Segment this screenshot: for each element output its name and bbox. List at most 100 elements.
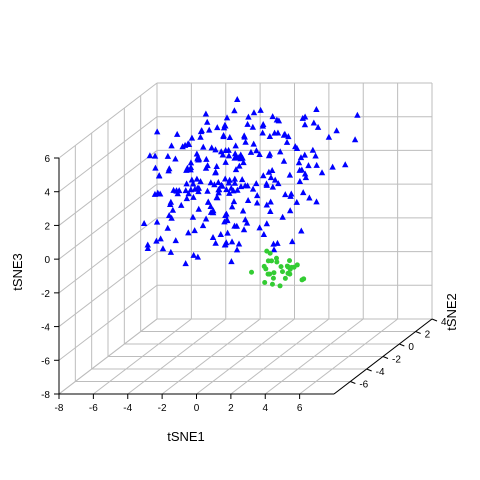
data-point bbox=[231, 107, 238, 114]
x-tick-label: 6 bbox=[297, 403, 303, 414]
data-point bbox=[268, 167, 276, 174]
data-point bbox=[269, 183, 277, 190]
data-point bbox=[277, 148, 284, 155]
data-point bbox=[183, 166, 190, 173]
data-point bbox=[191, 227, 198, 234]
data-point bbox=[223, 239, 230, 246]
data-point bbox=[261, 263, 267, 269]
data-point bbox=[189, 180, 197, 187]
z-tick-label: -6 bbox=[41, 356, 50, 367]
data-point bbox=[256, 224, 263, 231]
data-point bbox=[153, 218, 161, 225]
data-point bbox=[188, 134, 196, 141]
data-point bbox=[197, 133, 204, 140]
data-point bbox=[250, 140, 257, 147]
data-point bbox=[299, 277, 305, 283]
grid-line bbox=[58, 116, 158, 193]
data-point bbox=[191, 185, 199, 192]
data-point bbox=[232, 142, 239, 149]
data-point bbox=[240, 226, 248, 233]
data-point bbox=[244, 197, 252, 204]
data-point bbox=[153, 237, 160, 244]
data-point bbox=[313, 161, 320, 168]
data-point bbox=[269, 281, 275, 287]
data-point bbox=[219, 182, 226, 189]
data-point bbox=[265, 258, 271, 264]
data-point bbox=[236, 162, 243, 169]
data-points bbox=[140, 95, 361, 289]
grid-line bbox=[58, 183, 158, 260]
data-point bbox=[219, 151, 226, 158]
data-point bbox=[274, 239, 281, 246]
series-1 bbox=[140, 95, 361, 267]
data-point bbox=[282, 191, 289, 198]
data-point bbox=[228, 258, 235, 265]
data-point bbox=[265, 168, 273, 175]
data-point bbox=[313, 198, 320, 205]
data-point bbox=[235, 240, 243, 247]
data-point bbox=[296, 178, 304, 185]
data-point bbox=[244, 120, 251, 127]
data-point bbox=[225, 179, 232, 186]
data-point bbox=[296, 166, 303, 173]
data-point bbox=[249, 185, 257, 192]
data-point bbox=[140, 219, 148, 226]
data-point bbox=[288, 190, 295, 197]
data-point bbox=[238, 176, 246, 183]
data-point bbox=[291, 264, 297, 270]
data-point bbox=[284, 263, 290, 269]
data-point bbox=[312, 152, 319, 159]
data-point bbox=[232, 166, 240, 173]
data-point bbox=[253, 180, 260, 187]
x-tick-label: 4 bbox=[262, 403, 268, 414]
data-point bbox=[302, 174, 310, 181]
y-axis-title: tSNE2 bbox=[444, 293, 459, 331]
data-point bbox=[267, 174, 275, 181]
data-point bbox=[221, 175, 229, 182]
data-point bbox=[313, 106, 320, 113]
data-point bbox=[164, 224, 171, 231]
data-point bbox=[300, 189, 307, 196]
data-point bbox=[293, 145, 301, 152]
data-point bbox=[279, 269, 285, 275]
grid-line bbox=[58, 82, 158, 159]
data-point bbox=[215, 189, 222, 196]
data-point bbox=[207, 208, 215, 215]
data-point bbox=[217, 231, 224, 238]
data-point bbox=[204, 187, 211, 194]
data-point bbox=[214, 194, 221, 201]
data-point bbox=[218, 148, 225, 155]
data-point bbox=[166, 201, 174, 208]
data-point bbox=[223, 216, 231, 223]
y-tick bbox=[350, 381, 356, 384]
x-tick-label: -4 bbox=[123, 403, 132, 414]
data-point bbox=[228, 203, 236, 210]
series-2 bbox=[249, 248, 307, 289]
data-point bbox=[197, 128, 205, 135]
data-point bbox=[263, 220, 271, 227]
data-point bbox=[267, 208, 274, 215]
data-point bbox=[167, 248, 175, 255]
data-point bbox=[212, 146, 219, 153]
y-tick-label: -2 bbox=[392, 355, 401, 366]
data-point bbox=[270, 275, 276, 281]
data-point bbox=[298, 227, 305, 234]
data-point bbox=[212, 239, 219, 246]
x-tick-label: -6 bbox=[89, 403, 98, 414]
grid-line bbox=[58, 284, 158, 361]
data-point bbox=[185, 140, 193, 147]
grid-line bbox=[58, 150, 158, 226]
data-point bbox=[153, 128, 161, 135]
data-point bbox=[151, 152, 159, 159]
data-point bbox=[275, 117, 283, 124]
z-tick-label: -2 bbox=[41, 289, 50, 300]
data-point bbox=[226, 189, 233, 196]
data-point bbox=[194, 253, 202, 260]
data-point bbox=[280, 131, 288, 138]
data-point bbox=[263, 181, 270, 188]
y-tick bbox=[415, 331, 421, 334]
data-point bbox=[250, 109, 258, 116]
data-point bbox=[156, 190, 164, 197]
